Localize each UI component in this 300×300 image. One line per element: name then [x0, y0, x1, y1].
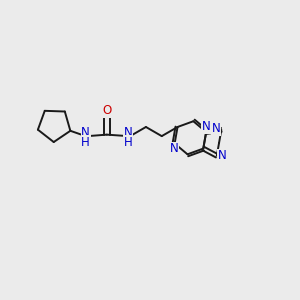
Text: O: O [102, 104, 112, 117]
Text: N: N [218, 149, 226, 162]
Text: N: N [202, 120, 211, 133]
Text: H: H [124, 136, 132, 148]
Text: N: N [212, 122, 220, 135]
Text: N: N [81, 126, 90, 139]
Text: N: N [124, 126, 132, 139]
Text: H: H [81, 136, 90, 148]
Text: N: N [170, 142, 178, 155]
